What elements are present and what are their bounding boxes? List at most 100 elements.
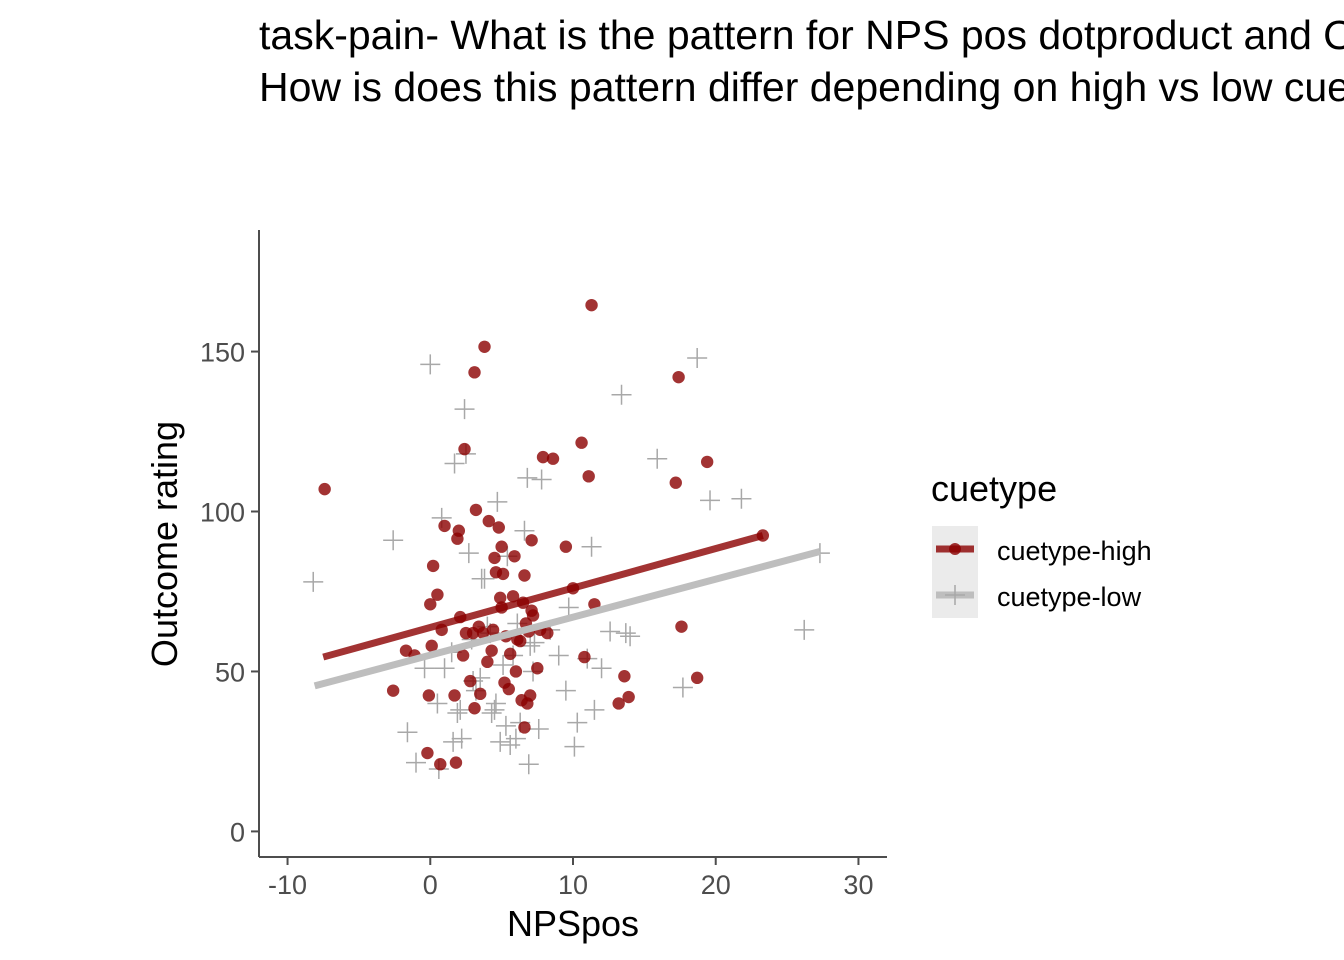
data-point-low [427,693,448,714]
data-point-low [581,536,602,557]
chart-title-line-2: How is does this pattern differ dependin… [259,64,1344,110]
data-point-high [426,559,440,573]
data-point-high [468,702,481,715]
data-point-low [584,699,605,720]
data-point-low [514,520,535,541]
data-point-high [431,588,444,601]
data-point-high [456,649,470,662]
legend-key-high-marker [949,543,961,555]
y-tick-label: 50 [215,657,245,687]
data-point-low [490,731,511,752]
data-point-high [469,503,483,517]
data-point-high [690,671,704,685]
x-tick-label: 20 [701,870,731,900]
data-point-high [496,567,510,581]
data-point-low [731,488,752,509]
data-point-low [555,680,576,701]
data-point-low [474,568,495,589]
data-point-high [449,756,463,769]
data-point-high [526,609,540,622]
data-point-high [525,534,538,547]
data-point-low [434,658,455,679]
y-axis-title: Outcome rating [144,421,185,667]
data-point-low [383,530,404,551]
legend: cuetype cuetype-high cuetype-low [931,468,1152,618]
data-point-low [505,728,526,749]
data-point-high [485,644,498,657]
data-point-low [531,469,552,490]
data-point-high [578,650,591,664]
data-point-low [487,491,508,512]
data-point-high [523,689,537,702]
data-point-high [458,442,471,456]
data-point-high [513,634,527,648]
fit-line-high [322,532,764,661]
data-point-low [600,621,621,642]
data-point-high [476,626,490,640]
y-tick-label: 100 [200,498,245,528]
data-point-high [546,452,560,465]
legend-title: cuetype [931,468,1057,509]
data-point-low [303,571,324,592]
data-point-low [443,731,464,752]
data-point-high [486,623,500,637]
chart-title-line-1: task-pain- What is the pattern for NPS p… [259,12,1344,58]
data-point-high [494,591,507,605]
y-tick-label: 150 [200,338,245,368]
data-point-low [397,722,418,743]
legend-key-low-marker [945,585,965,605]
data-point-high [508,550,521,563]
data-point-high [669,476,682,489]
data-point-low [458,543,479,564]
data-point-high [482,514,495,528]
data-point-high [531,662,544,675]
data-point-high [582,470,595,483]
data-point-low [495,715,516,736]
data-point-high [509,665,523,678]
data-point-low [524,632,545,653]
data-point-high [536,450,550,464]
data-point-high [618,670,631,683]
data-point-low [564,736,585,757]
data-point-high [700,455,714,469]
data-point-low [450,699,471,720]
data-point-high [488,551,501,565]
x-tick-label: 30 [843,870,873,900]
data-point-low [528,719,549,740]
data-point-low [647,448,668,469]
data-point-high [452,524,466,537]
data-point-high [421,746,434,760]
regression-lines [313,532,821,690]
data-point-high [612,697,625,710]
data-point-high [478,340,491,353]
data-point-high [559,540,573,553]
data-point-high [438,519,451,533]
data-point-high [585,298,598,312]
data-point-high [672,370,685,384]
y-axis-ticks: 0 50 100 150 [200,338,259,847]
data-point-low [615,623,636,644]
data-point-high [422,689,436,702]
y-tick-label: 0 [230,817,245,847]
data-point-high [622,690,635,704]
data-point-high [504,647,517,661]
data-point-high [434,758,447,771]
data-point-low [517,467,538,488]
data-point-low [558,597,579,618]
data-point-low [481,703,502,724]
data-point-low [700,490,721,511]
data-point-high [675,620,688,633]
legend-label-high: cuetype-high [997,536,1152,566]
data-point-low [414,658,435,679]
data-point-high [518,569,531,582]
data-point-high [575,436,588,449]
data-point-high [448,689,461,702]
data-point-low [672,677,693,698]
data-point-low [447,703,468,724]
data-point-low [687,347,708,368]
legend-label-low: cuetype-low [997,582,1142,612]
data-point-low [567,712,588,733]
data-point-high [468,366,481,379]
series-high-points [318,298,770,771]
